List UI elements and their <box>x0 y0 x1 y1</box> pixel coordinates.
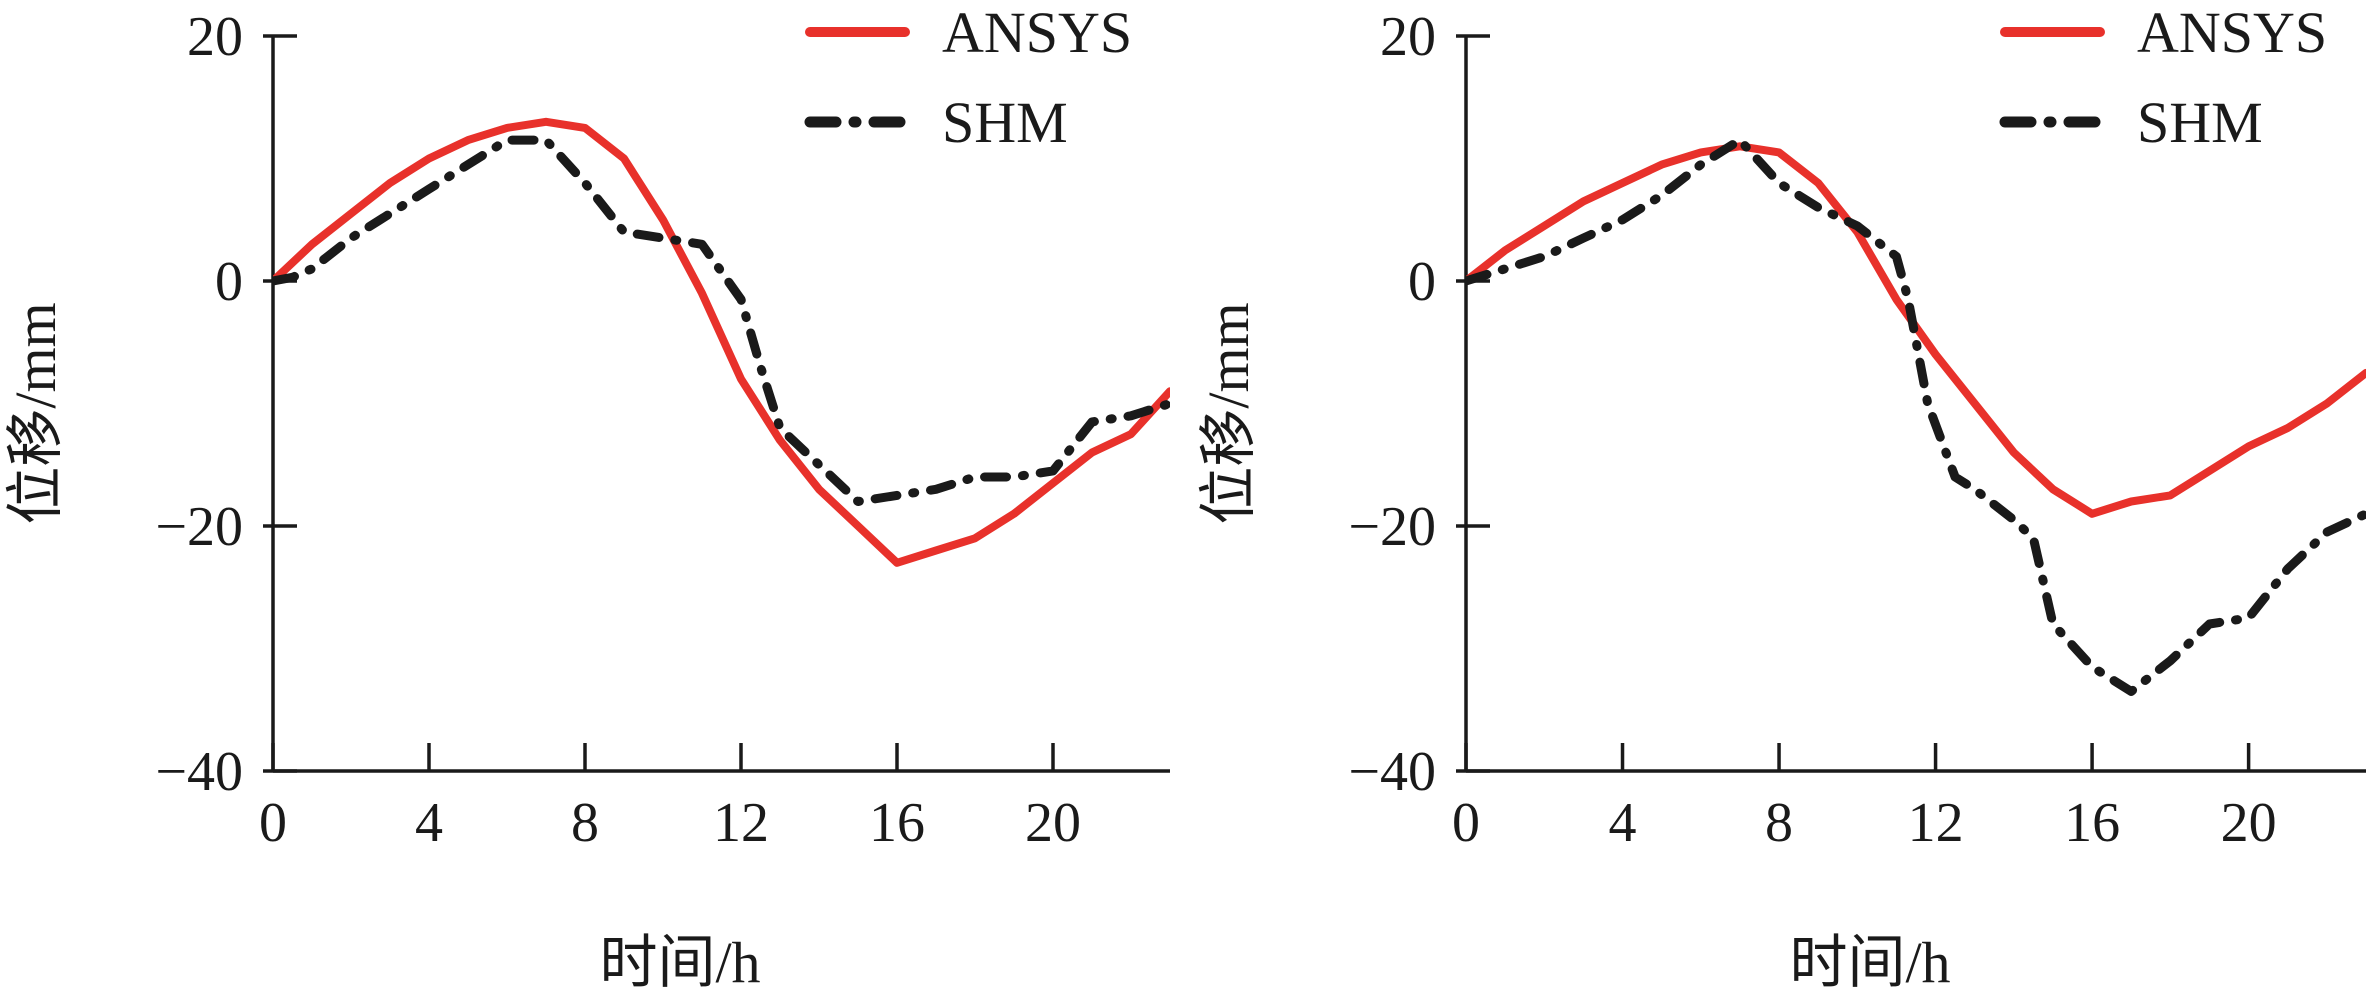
y-tick-label: −20 <box>1348 496 1436 558</box>
series-line-shm <box>273 135 1170 506</box>
x-tick-label: 0 <box>1452 792 1480 854</box>
x-tick-label: 16 <box>2064 792 2120 854</box>
y-tick-label: −40 <box>1348 741 1436 803</box>
legend-label-ansys: ANSYS <box>942 0 1132 65</box>
x-axis-title: 时间/h <box>599 930 760 995</box>
x-tick-label: 4 <box>415 792 443 854</box>
x-tick-label: 12 <box>713 792 769 854</box>
x-axis-title: 时间/h <box>1789 930 1950 995</box>
x-tick-label: 16 <box>869 792 925 854</box>
x-tick-label: 8 <box>571 792 599 854</box>
y-tick-label: 0 <box>215 251 243 313</box>
y-axis-title: 位移/mm <box>1196 302 1261 524</box>
x-tick-label: 20 <box>2221 792 2277 854</box>
x-tick-label: 8 <box>1765 792 1793 854</box>
chart-panel-right: 20 0 −20 −40 0 4 8 12 16 20 时间/h 位移/mm ANSYS SHM <box>1196 0 2366 995</box>
legend-label-shm: SHM <box>2137 90 2263 155</box>
series-line-ansys <box>273 117 1170 567</box>
y-tick-label: 0 <box>1408 251 1436 313</box>
y-tick-label: −40 <box>155 741 243 803</box>
chart-panel-left: 20 0 −20 −40 0 4 8 12 16 20 时间/h 位移/mm ANSYS SHM <box>3 0 1170 995</box>
y-tick-label: 20 <box>1380 6 1436 68</box>
x-tick-label: 12 <box>1908 792 1964 854</box>
series-line-shm <box>1466 135 2366 696</box>
x-tick-label: 0 <box>259 792 287 854</box>
x-tick-label: 20 <box>1025 792 1081 854</box>
legend-label-ansys: ANSYS <box>2137 0 2327 65</box>
y-axis-title: 位移/mm <box>3 302 68 524</box>
x-tick-label: 4 <box>1609 792 1637 854</box>
legend-label-shm: SHM <box>942 90 1068 155</box>
y-tick-label: 20 <box>187 6 243 68</box>
y-tick-label: −20 <box>155 496 243 558</box>
